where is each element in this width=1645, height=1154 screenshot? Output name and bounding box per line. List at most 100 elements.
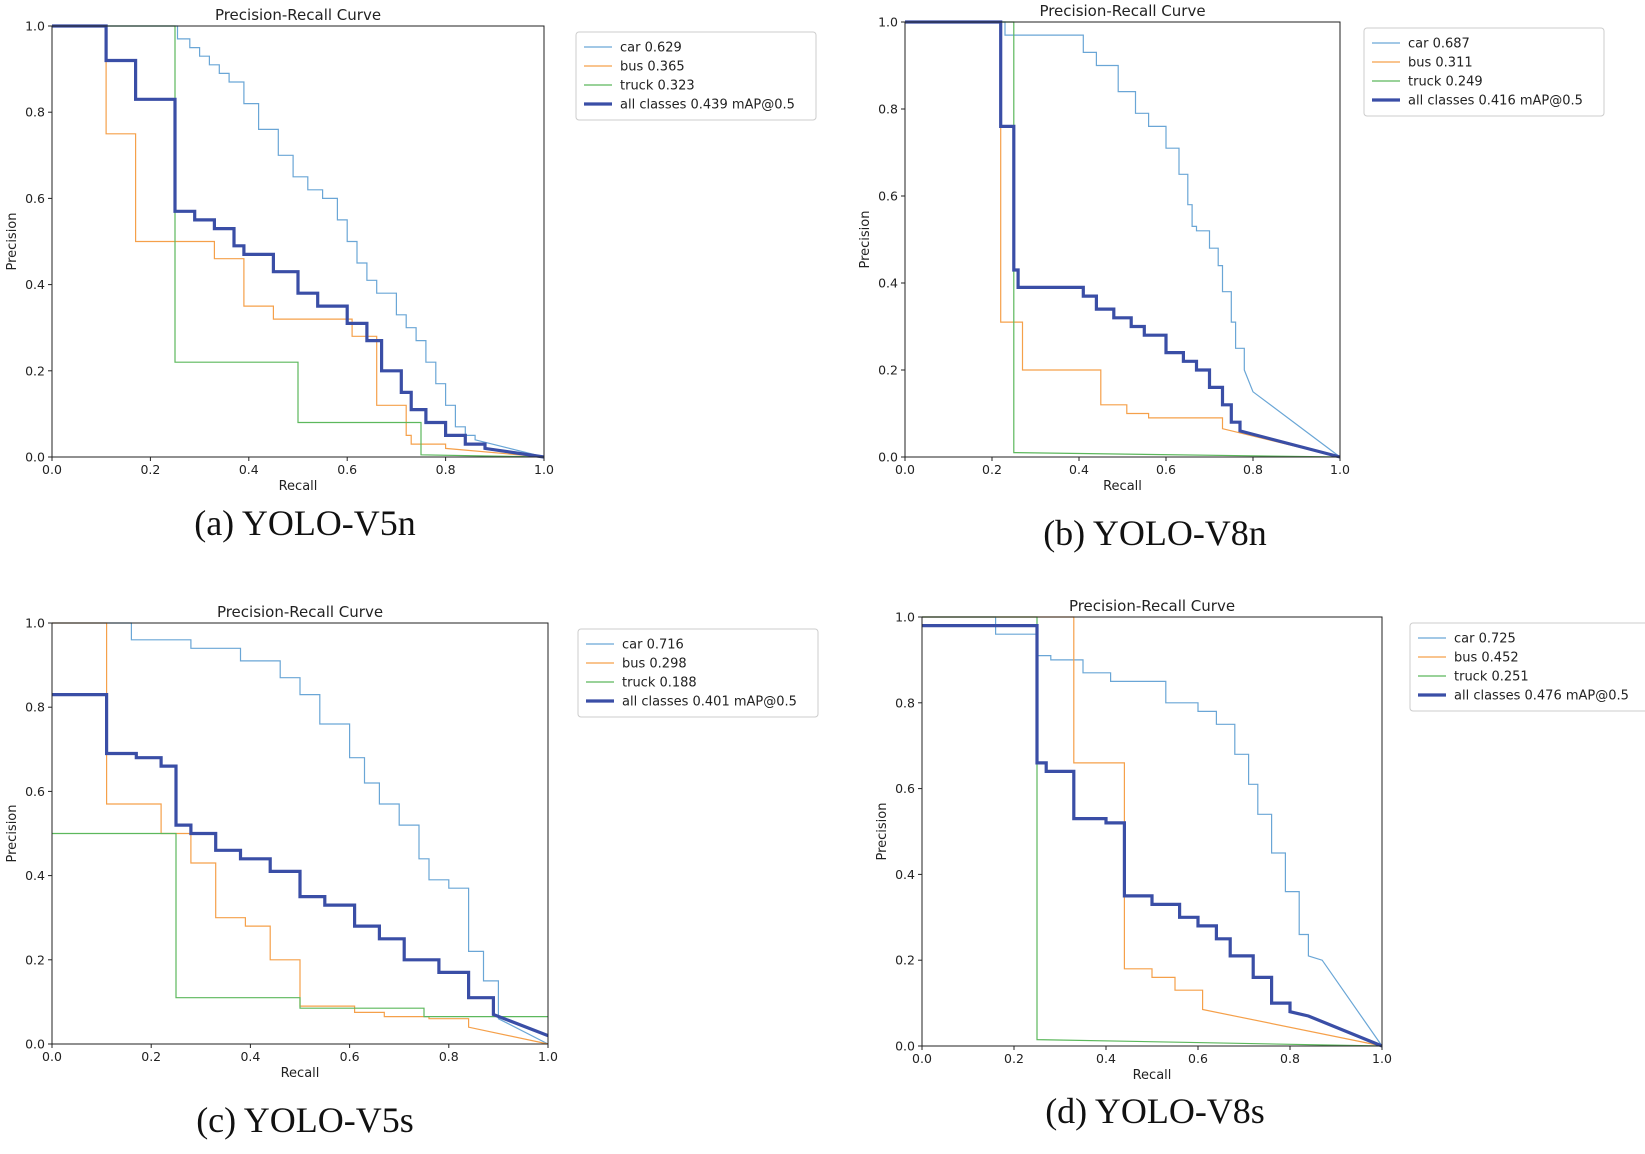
series-line-bus [905,21,1341,458]
y-tick-label: 0.4 [25,277,45,292]
y-tick-label: 1.0 [895,610,915,625]
legend: car 0.725 bus 0.452 truck 0.251 all classes… [1409,622,1645,712]
legend-entry: bus 0.365 [620,60,685,75]
plot-frame [921,616,1383,1047]
legend-entry: all classes 0.476 mAP@0.5 [1454,689,1629,704]
y-tick-label: 0.8 [895,695,915,710]
legend: car 0.687 bus 0.311 truck 0.249 all classes… [1363,27,1605,117]
y-tick-label: 0.4 [25,868,45,883]
pr-chart-0: 0.0 0.2 0.4 0.6 0.8 1.0 0.0 0.2 0.4 0.6 0.8 1.0 Prec… [5,6,817,543]
series-line-all-classes [922,623,1383,1048]
legend-entry: bus 0.311 [1408,56,1473,71]
legend-entry: car 0.629 [620,41,682,56]
x-tick-label: 1.0 [1372,1051,1392,1066]
plot-frame [51,622,549,1045]
x-tick-label: 0.2 [982,462,1002,477]
x-axis-label: Recall [1103,479,1142,494]
y-tick-label: 0.0 [878,450,898,465]
series-line-bus [922,616,1383,1047]
y-tick-label: 0.0 [25,1037,45,1052]
y-axis-label: Precision [5,804,20,862]
y-tick-label: 1.0 [25,616,45,631]
legend-entry: car 0.716 [622,638,684,653]
y-tick-label: 0.2 [878,363,898,378]
plot-frame [51,25,545,458]
x-tick-label: 1.0 [538,1049,558,1064]
y-tick-label: 0.6 [895,781,915,796]
x-axis-label: Recall [1133,1068,1172,1083]
legend-box [577,628,819,718]
y-axis-label: Precision [5,212,20,270]
series-line-car [922,616,1383,1047]
x-tick-label: 0.6 [1188,1051,1208,1066]
chart-title: Precision-Recall Curve [1069,597,1235,615]
series-line-bus [52,25,545,458]
legend-box [1363,27,1605,117]
legend-entry: bus 0.298 [622,657,687,672]
y-tick-label: 0.6 [878,189,898,204]
legend-box [575,31,817,121]
x-tick-label: 0.4 [1069,462,1089,477]
y-tick-label: 0.0 [25,450,45,465]
legend-entry: truck 0.188 [622,676,697,691]
x-tick-label: 1.0 [1330,462,1350,477]
legend-entry: all classes 0.416 mAP@0.5 [1408,94,1583,109]
y-tick-label: 1.0 [25,19,45,34]
pr-chart-2: 0.0 0.2 0.4 0.6 0.8 1.0 0.0 0.2 0.4 0.6 0.8 1.0 Prec… [5,603,819,1140]
figure-caption: (c) YOLO-V5s [196,1100,414,1140]
x-tick-label: 0.2 [1004,1051,1024,1066]
series-line-all-classes [905,20,1341,459]
y-tick-label: 0.6 [25,784,45,799]
legend-entry: truck 0.251 [1454,670,1529,685]
legend-entry: truck 0.323 [620,79,695,94]
x-tick-label: 0.6 [337,462,357,477]
chart-title: Precision-Recall Curve [217,603,383,621]
series-line-truck [905,21,1341,458]
figure-caption: (d) YOLO-V8s [1045,1091,1265,1131]
y-tick-label: 0.8 [25,700,45,715]
legend-entry: car 0.725 [1454,632,1516,647]
x-axis-label: Recall [279,479,318,494]
x-tick-label: 0.4 [239,462,259,477]
series-line-all-classes [52,24,545,459]
legend-entry: car 0.687 [1408,37,1470,52]
series-line-truck [52,832,548,1018]
x-tick-label: 0.2 [141,1049,161,1064]
chart-title: Precision-Recall Curve [215,6,381,24]
series-line-all-classes [52,692,549,1038]
y-tick-label: 0.6 [25,191,45,206]
y-axis-label: Precision [875,802,890,860]
x-tick-label: 1.0 [534,462,554,477]
y-tick-label: 0.8 [878,102,898,117]
x-tick-label: 0.4 [1096,1051,1116,1066]
plot-frame [904,21,1341,458]
x-tick-label: 0.8 [439,1049,459,1064]
y-tick-label: 0.4 [895,867,915,882]
x-tick-label: 0.0 [42,462,62,477]
chart-title: Precision-Recall Curve [1039,2,1205,20]
y-tick-label: 0.2 [895,953,915,968]
series-line-truck [52,25,545,458]
y-tick-label: 0.4 [878,276,898,291]
x-tick-label: 0.0 [895,462,915,477]
pr-chart-1: 0.0 0.2 0.4 0.6 0.8 1.0 0.0 0.2 0.4 0.6 0.8 1.0 Prec… [858,2,1605,553]
legend-entry: bus 0.452 [1454,651,1519,666]
series-line-car [52,622,549,1045]
y-tick-label: 0.8 [25,105,45,120]
x-tick-label: 0.8 [1280,1051,1300,1066]
figure-caption: (b) YOLO-V8n [1043,513,1267,553]
legend: car 0.629 bus 0.365 truck 0.323 all classes… [575,31,817,121]
x-tick-label: 0.0 [42,1049,62,1064]
pr-chart-3: 0.0 0.2 0.4 0.6 0.8 1.0 0.0 0.2 0.4 0.6 0.8 1.0 Prec… [875,597,1645,1131]
legend-entry: all classes 0.401 mAP@0.5 [622,695,797,710]
y-tick-label: 0.0 [895,1039,915,1054]
legend-entry: truck 0.249 [1408,75,1483,90]
x-tick-label: 0.6 [1156,462,1176,477]
x-tick-label: 0.6 [340,1049,360,1064]
legend: car 0.716 bus 0.298 truck 0.188 all classes… [577,628,819,718]
series-line-car [905,21,1341,458]
x-axis-label: Recall [281,1066,320,1081]
x-tick-label: 0.8 [1243,462,1263,477]
figure-caption: (a) YOLO-V5n [194,503,416,543]
